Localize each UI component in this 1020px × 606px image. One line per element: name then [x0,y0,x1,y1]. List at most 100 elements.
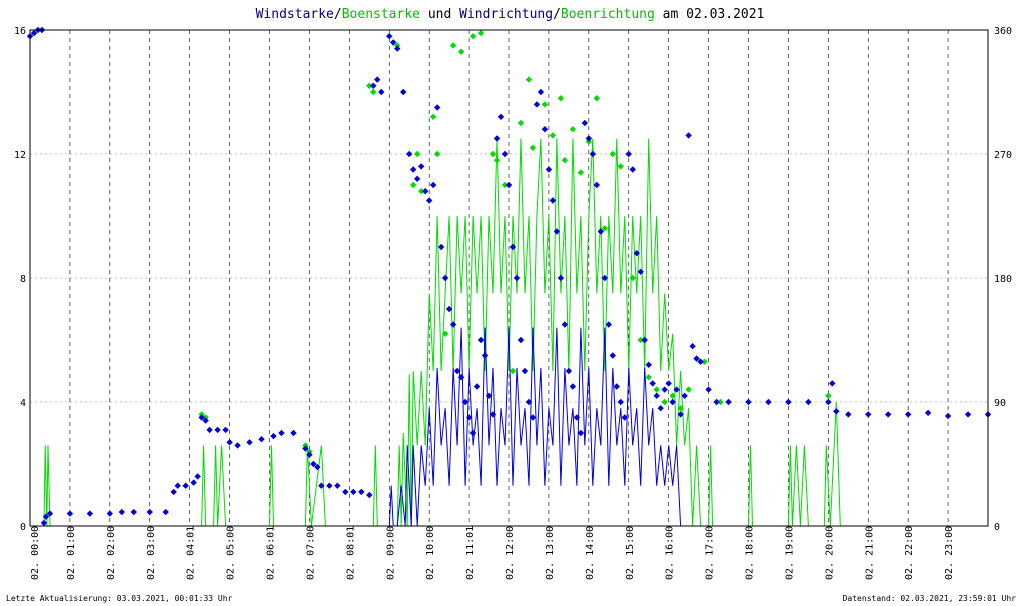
data-point [501,181,509,189]
data-point [258,436,265,443]
title-part-3: und [420,7,459,22]
y-right-tick-label: 0 [994,522,1000,533]
data-point [637,336,644,344]
data-point [394,45,401,52]
data-point [406,150,413,158]
data-point [370,88,377,96]
data-point [194,473,201,480]
data-point [489,411,497,418]
title-part-0: Windstarke [256,7,334,22]
x-tick-label: 02. 14:00 [585,526,596,580]
data-point [469,33,477,40]
data-point [182,482,189,489]
footer-data-status: Datenstand: 02.03.2021, 23:59:01 Uhr [843,594,1017,603]
data-point [681,392,688,399]
data-point [713,398,720,406]
data-point [358,488,365,496]
data-point [717,398,724,406]
data-point [577,429,585,437]
series-layer [26,26,992,527]
x-tick-label: 02. 16:00 [665,526,676,580]
data-point [541,126,549,133]
data-point [226,439,233,446]
x-tick-label: 02. 01:00 [66,526,77,580]
data-point [745,398,752,406]
data-point [30,29,38,37]
data-point [441,330,449,337]
title-part-1: / [334,7,342,22]
data-point [413,175,421,182]
data-point [318,482,325,489]
data-point [865,411,872,418]
data-point [334,482,341,489]
data-point [613,383,620,390]
data-point [386,33,393,40]
x-tick-label: 02. 07:00 [305,526,316,580]
data-point [130,508,137,516]
data-point [509,243,517,251]
data-point [433,104,441,111]
data-point [805,398,812,406]
data-point [40,519,48,527]
data-point [725,398,732,406]
data-point [557,274,565,282]
data-point [964,411,972,418]
data-point [417,163,425,170]
data-point [593,181,601,189]
data-point [370,82,377,89]
data-point [685,386,692,393]
data-point [924,409,932,417]
x-tick-label: 02. 04:01 [186,526,197,580]
data-point [669,392,676,399]
data-point [529,144,537,151]
data-point [617,398,624,406]
data-point [400,88,407,96]
data-point [457,374,465,381]
data-point [533,101,541,108]
data-point [661,398,668,406]
data-point [641,336,648,344]
title-part-7: am 02.03.2021 [655,7,765,22]
data-point [106,510,114,517]
axis-layer: 0 0 4 90 8 180 12 270 16 360 02. 00:00 02. 01:00 02.… [14,26,1012,580]
y-left-tick-label: 16 [14,26,26,37]
x-tick-label: 02. 05:00 [226,526,237,580]
x-tick-label: 02. 08:01 [345,526,356,580]
data-point [629,274,636,282]
data-point [485,392,493,399]
data-point [198,414,205,421]
data-point [677,405,684,412]
data-point [557,95,565,102]
data-point [118,508,126,516]
data-point [433,150,441,158]
data-point [621,414,628,421]
data-point [569,383,577,390]
data-point [637,268,644,275]
x-tick-label: 02. 18:00 [745,526,756,580]
data-point [513,274,521,282]
x-tick-label: 02. 20:00 [824,526,835,580]
data-point [904,411,912,418]
data-point [342,488,349,496]
data-point [565,367,573,375]
series-line-1 [30,327,988,527]
data-point [410,181,417,189]
data-point [685,132,692,139]
data-point [549,197,557,204]
data-point [561,157,569,164]
data-point [517,336,525,344]
data-point [453,367,461,375]
y-right-tick-label: 180 [994,274,1012,285]
data-point [553,228,561,235]
x-tick-label: 02. 12:00 [505,526,516,580]
data-point [46,510,54,517]
data-point [609,150,616,158]
data-point [390,39,397,46]
data-point [366,491,373,499]
data-point [529,414,537,421]
x-tick-label: 02. 21:00 [864,526,875,580]
data-point [669,398,676,406]
x-tick-label: 02. 22:00 [904,526,915,580]
data-point [374,76,381,83]
